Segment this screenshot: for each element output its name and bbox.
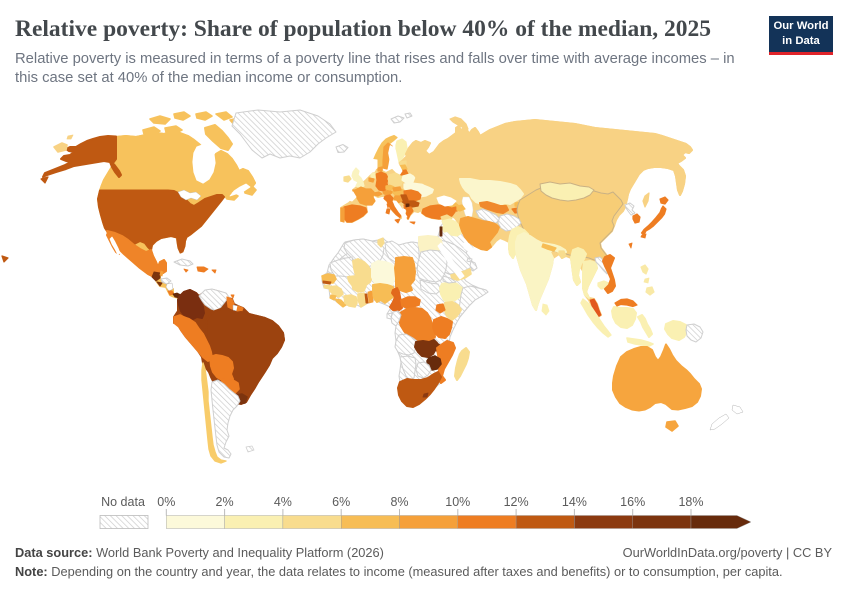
svg-text:8%: 8% xyxy=(390,495,408,509)
svg-text:18%: 18% xyxy=(678,495,703,509)
svg-text:10%: 10% xyxy=(445,495,470,509)
svg-text:0%: 0% xyxy=(157,495,175,509)
svg-text:No data: No data xyxy=(101,495,145,509)
svg-text:16%: 16% xyxy=(620,495,645,509)
svg-text:14%: 14% xyxy=(562,495,587,509)
svg-text:12%: 12% xyxy=(504,495,529,509)
svg-text:2%: 2% xyxy=(216,495,234,509)
svg-text:6%: 6% xyxy=(332,495,350,509)
svg-text:4%: 4% xyxy=(274,495,292,509)
